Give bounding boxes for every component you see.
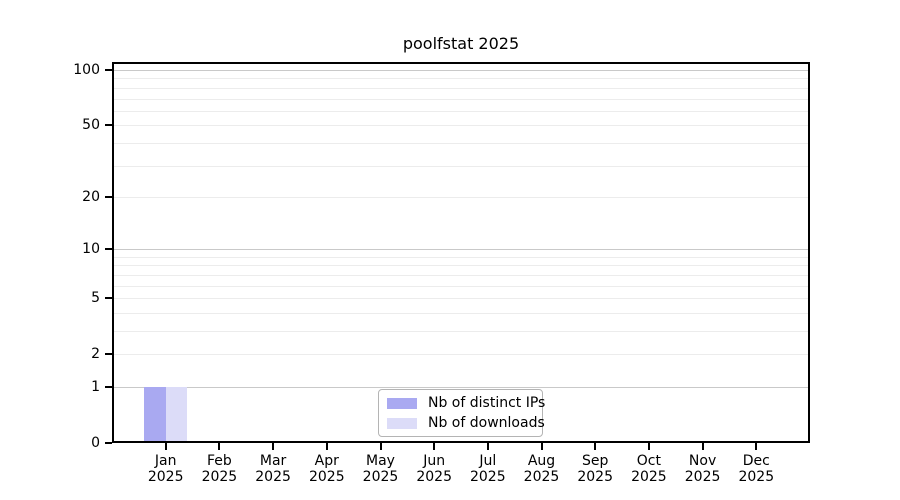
legend-item-downloads: Nb of downloads [387,413,545,433]
x-tick-label: Jan 2025 [147,453,184,485]
legend-item-distinct-ips: Nb of distinct IPs [387,393,545,413]
y-tick-label: 100 [73,62,100,78]
gridline-minor [112,354,810,356]
chart-title: poolfstat 2025 [402,34,520,53]
plot-area: Nb of distinct IPs Nb of downloads 0 1 2 5 1… [73,62,810,485]
x-tick-label: Aug 2025 [523,453,560,485]
gridline-minor [112,98,810,100]
y-tick-label: 20 [82,188,100,205]
bar-nb-of-distinct-ips [144,387,166,443]
gridline-minor [112,331,810,332]
gridline-minor [112,142,810,144]
x-tick [164,443,167,450]
gridline-minor [112,312,810,314]
gridline-minor [112,274,810,276]
y-tick [105,69,112,71]
x-tick [701,443,704,450]
legend: Nb of distinct IPs Nb of downloads [378,389,545,437]
gridline-minor [112,165,810,167]
x-tick [540,443,543,450]
legend-label-distinct-ips: Nb of distinct IPs [428,395,546,411]
x-tick [755,443,758,450]
gridline-minor [112,265,810,267]
y-tick-label: 2 [91,346,100,363]
legend-swatch-downloads [387,417,417,429]
x-tick [594,443,597,450]
x-tick-label: May 2025 [362,453,399,485]
x-tick-label: Sep 2025 [577,453,613,485]
gridline-major [112,249,810,251]
y-tick [105,386,112,388]
bar-nb-of-downloads [165,387,188,443]
y-tick [105,195,112,198]
x-tick [379,443,382,450]
x-tick-label: Dec 2025 [738,453,775,485]
y-tick [105,442,112,444]
x-tick [218,443,221,450]
x-tick-label: Feb 2025 [201,453,238,485]
x-tick-label: Jul 2025 [469,453,506,485]
x-tick [433,443,436,450]
x-tick-label: Jun 2025 [416,453,452,485]
y-tick-label: 50 [82,117,100,134]
gridline-minor [112,78,810,80]
legend-swatch-distinct-ips [387,397,417,409]
x-tick [325,443,328,450]
y-tick [105,124,112,127]
legend-label-downloads: Nb of downloads [428,415,545,431]
x-tick [486,443,489,450]
y-tick-label: 10 [82,241,100,258]
x-tick-label: Nov 2025 [684,453,721,485]
y-tick [105,353,112,356]
x-tick [647,443,650,450]
x-tick [272,443,275,450]
gridline-minor [112,125,810,127]
y-tick-label: 0 [91,435,100,451]
gridline-minor [112,110,810,112]
gridline-minor [112,87,810,89]
gridline-major [112,70,810,71]
gridline-minor [112,298,810,300]
y-tick-label: 1 [91,379,100,395]
x-tick-label: Oct 2025 [631,453,667,485]
gridline-minor [112,256,810,258]
gridline-minor [112,285,810,287]
axes-spines [112,62,810,443]
gridline-major [112,387,810,388]
x-tick-label: Apr 2025 [308,453,345,485]
y-tick [105,248,112,251]
gridline-minor [112,196,810,198]
y-tick-label: 5 [91,290,100,307]
y-tick [105,297,112,300]
x-tick-label: Mar 2025 [255,453,291,485]
